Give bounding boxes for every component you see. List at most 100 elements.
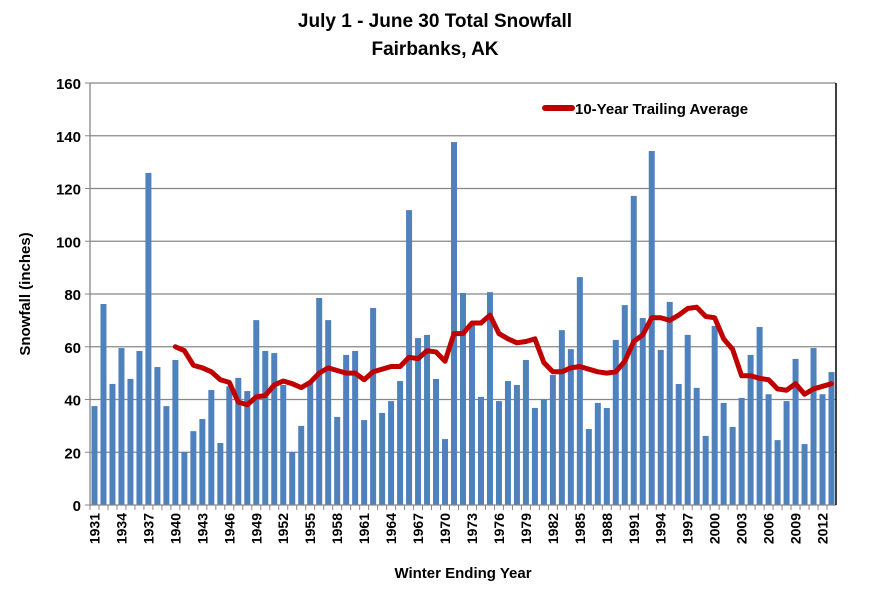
x-tick-label: 1991	[626, 513, 642, 544]
bar-1943	[199, 419, 206, 505]
chart-subtitle: Fairbanks, AK	[371, 39, 498, 60]
y-tick-label: 60	[64, 340, 81, 357]
bar-1976	[495, 401, 502, 505]
x-tick-label: 1997	[680, 513, 696, 544]
bar-1970	[442, 439, 449, 505]
bar-2006	[765, 394, 772, 505]
bar-2013	[828, 372, 835, 505]
bar-1981	[540, 399, 547, 505]
y-tick-label: 0	[73, 498, 81, 515]
bar-1997	[684, 334, 691, 505]
bar-1931	[91, 406, 98, 505]
x-tick-label: 2009	[788, 513, 804, 544]
bar-1996	[675, 383, 682, 505]
bar-2003	[738, 397, 745, 505]
bar-1953	[289, 451, 296, 505]
bar-1946	[226, 386, 233, 505]
bar-1973	[468, 323, 475, 505]
bar-1980	[531, 407, 538, 505]
x-tick-label: 1967	[410, 513, 426, 544]
x-tick-label: 2003	[734, 513, 750, 544]
y-tick-label: 100	[56, 234, 81, 251]
bar-1934	[118, 348, 125, 505]
bar-1947	[235, 377, 242, 505]
bar-1994	[657, 349, 664, 505]
bar-1977	[504, 381, 511, 505]
x-tick-label: 1985	[572, 513, 588, 544]
bar-2008	[783, 401, 790, 505]
trailing-average-line	[172, 304, 835, 408]
bar-1965	[397, 381, 404, 505]
bar-1932	[100, 304, 107, 505]
bar-1949	[253, 320, 260, 505]
bar-1941	[181, 451, 188, 505]
bar-1938	[154, 367, 161, 505]
x-tick-label: 1979	[518, 513, 534, 544]
bar-1992	[639, 318, 646, 505]
bar-1990	[621, 305, 628, 505]
bar-1968	[424, 334, 431, 505]
bar-1995	[666, 301, 673, 505]
bar-1984	[567, 349, 574, 505]
bar-2002	[729, 426, 736, 505]
bar-1962	[370, 307, 377, 505]
bar-1952	[280, 384, 287, 505]
bar-1988	[603, 407, 610, 505]
y-tick-label: 120	[56, 182, 81, 199]
bar-2010	[801, 444, 808, 505]
bar-1958	[334, 416, 341, 505]
x-tick-label: 1973	[464, 513, 480, 544]
x-tick-label: 1946	[221, 513, 237, 544]
bar-1957	[325, 320, 332, 505]
bar-1963	[379, 412, 386, 505]
bar-1937	[145, 172, 152, 505]
bar-1986	[585, 429, 592, 505]
y-tick-label: 160	[56, 76, 81, 93]
x-tick-label: 1988	[599, 513, 615, 544]
bar-1944	[208, 390, 215, 505]
bar-1936	[136, 350, 143, 505]
bar-1942	[190, 431, 197, 505]
x-tick-label: 2006	[761, 513, 777, 544]
bar-1983	[558, 330, 565, 505]
bar-1964	[388, 401, 395, 505]
bar-1979	[522, 359, 529, 505]
bar-1951	[271, 353, 278, 505]
chart-title: July 1 - June 30 Total Snowfall	[298, 11, 572, 32]
y-tick-label: 40	[64, 393, 81, 410]
bar-1974	[477, 396, 484, 505]
x-tick-label: 1964	[383, 513, 399, 544]
bar-1935	[127, 378, 134, 505]
bar-1960	[352, 350, 359, 505]
bar-1972	[460, 292, 466, 505]
bar-1948	[244, 391, 251, 505]
bar-1940	[172, 359, 179, 505]
x-tick-label: 1961	[356, 513, 372, 544]
x-tick-label: 1940	[167, 513, 183, 544]
y-tick-label: 140	[56, 129, 81, 146]
bar-2000	[711, 325, 718, 505]
x-tick-label: 1943	[194, 513, 210, 544]
x-tick-label: 1931	[86, 513, 102, 544]
bar-2012	[819, 394, 826, 505]
bar-1933	[109, 383, 116, 505]
x-tick-label: 1970	[437, 513, 453, 544]
bar-2009	[792, 358, 799, 505]
bar-1945	[217, 443, 224, 505]
bar-2011	[810, 348, 817, 505]
bar-1967	[415, 338, 422, 505]
x-tick-label: 1994	[653, 513, 669, 544]
bar-1998	[693, 387, 700, 505]
bar-1961	[361, 420, 368, 505]
x-axis-label: Winter Ending Year	[394, 565, 531, 582]
bar-1993	[648, 151, 655, 506]
bar-2004	[747, 354, 754, 505]
bar-1939	[163, 406, 170, 505]
bar-1985	[576, 277, 583, 505]
x-tick-label: 1949	[248, 513, 264, 544]
bar-1956	[316, 297, 323, 505]
x-tick-label: 1976	[491, 513, 507, 544]
bar-1955	[307, 383, 314, 505]
